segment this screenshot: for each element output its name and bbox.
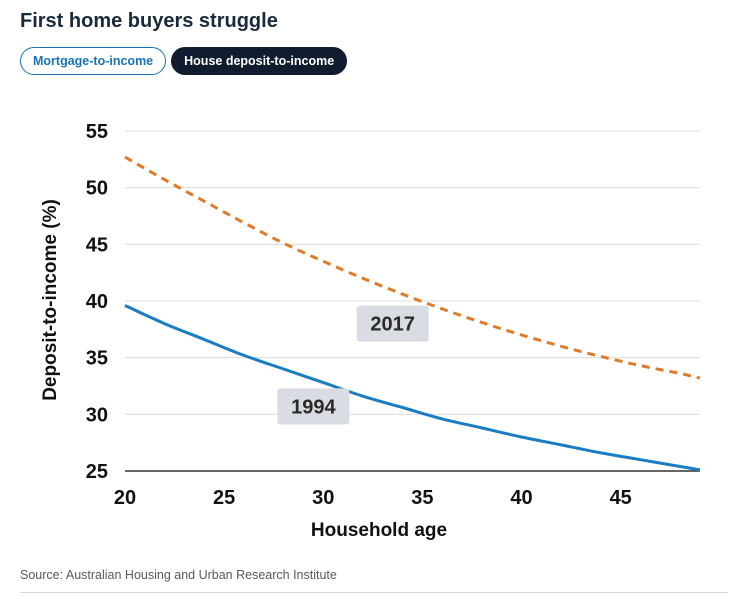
x-tick-labels: 20 25 30 35 40 45 [114,487,632,509]
divider [20,592,728,593]
series-lines [124,155,701,472]
tab-house-deposit-to-income[interactable]: House deposit-to-income [171,47,348,75]
series-line-2017 [124,155,701,380]
source-note: Source: Australian Housing and Urban Res… [20,568,337,582]
y-axis-label: Deposit-to-income (%) [40,199,61,401]
chart-title: First home buyers struggle [20,10,278,32]
y-tick-label: 30 [86,404,108,426]
series-label-box [277,388,350,425]
x-tick-label: 35 [411,487,433,509]
x-tick-label: 20 [114,487,136,509]
series-label-2017: 2017 [356,305,429,342]
y-tick-label: 55 [86,121,108,143]
line-chart: 25 30 35 40 45 50 55 20 25 30 35 40 45 2017 1994 Dep… [40,121,701,541]
x-tick-label: 40 [510,487,532,509]
y-tick-label: 40 [86,291,108,313]
series-label-box [356,305,429,342]
series-label-text: 2017 [370,314,415,336]
y-tick-labels: 25 30 35 40 45 50 55 [86,121,108,483]
tab-bar: Mortgage-to-income House deposit-to-inco… [20,47,348,75]
y-tick-label: 25 [86,461,108,483]
series-label-text: 1994 [291,396,336,418]
x-tick-label: 30 [312,487,334,509]
x-tick-label: 25 [213,487,235,509]
y-tick-label: 45 [86,234,108,256]
grid-lines [125,130,700,472]
y-tick-label: 35 [86,348,108,370]
y-tick-label: 50 [86,178,108,200]
series-line-1994 [124,304,701,472]
series-labels: 2017 1994 [277,305,429,425]
tab-mortgage-to-income[interactable]: Mortgage-to-income [20,47,167,75]
x-axis-label: Household age [311,520,447,541]
x-tick-label: 45 [610,487,632,509]
series-label-1994: 1994 [277,388,350,425]
